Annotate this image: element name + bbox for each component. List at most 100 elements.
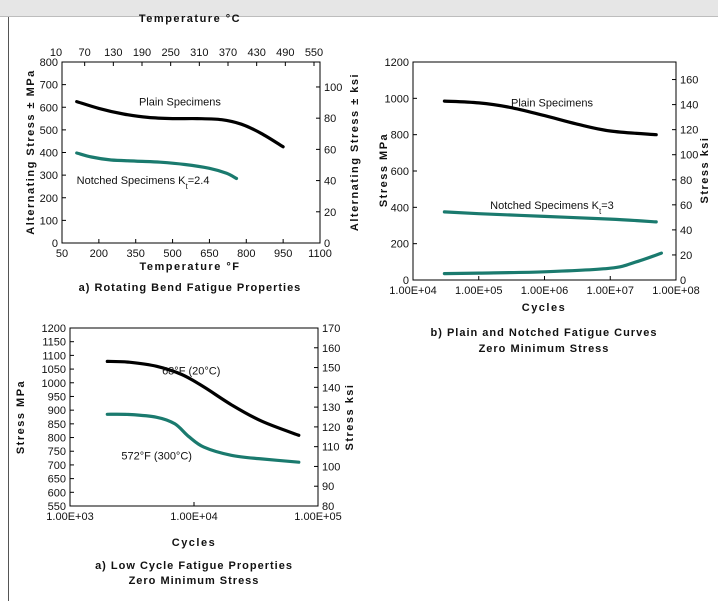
y-tick-label: 1050 bbox=[42, 364, 66, 376]
annotation-suffix: =2.4 bbox=[188, 175, 210, 187]
y-tick-label: 500 bbox=[40, 125, 58, 137]
annotation-subscript: t bbox=[599, 207, 602, 216]
y2-tick-label: 90 bbox=[322, 481, 334, 493]
x-top-tick-label: 70 bbox=[79, 47, 91, 59]
y-tick-label: 700 bbox=[48, 460, 66, 472]
x-tick-label: 800 bbox=[237, 248, 255, 260]
x-top-tick-label: 430 bbox=[247, 47, 265, 59]
x-top-tick-label: 490 bbox=[276, 47, 294, 59]
plot-frame bbox=[61, 61, 321, 244]
y2-tick-label: 0 bbox=[324, 238, 330, 250]
y-tick-label: 800 bbox=[40, 57, 58, 69]
x-tick-label: 500 bbox=[163, 248, 181, 260]
y-tick-label: 0 bbox=[403, 275, 409, 287]
x-tick-label: 650 bbox=[200, 248, 218, 260]
left-margin-rule bbox=[8, 17, 9, 601]
y-tick-label: 1000 bbox=[385, 93, 409, 105]
y2-tick-label: 140 bbox=[680, 100, 698, 112]
y-tick-label: 600 bbox=[40, 102, 58, 114]
y-tick-label: 600 bbox=[48, 487, 66, 499]
annotation-label: Notched Specimens Kt=3 bbox=[490, 200, 614, 216]
x-top-tick-label: 250 bbox=[161, 47, 179, 59]
y2-tick-label: 170 bbox=[322, 323, 340, 335]
x-axis-title: Cycles bbox=[172, 537, 216, 549]
annotation-label: Plain Specimens bbox=[139, 96, 221, 108]
y-tick-label: 1200 bbox=[385, 57, 409, 69]
annotation-text: Notched Specimens K bbox=[490, 200, 599, 212]
y-axis-title: Alternating Stress ± MPa bbox=[25, 69, 37, 235]
annotation-text: Plain Specimens bbox=[511, 98, 593, 110]
top-bar bbox=[0, 0, 718, 17]
y2-tick-label: 130 bbox=[322, 402, 340, 414]
chart-caption-line: b) Plain and Notched Fatigue Curves bbox=[431, 327, 658, 339]
y2-axis-title: Alternating Stress ± ksi bbox=[349, 73, 361, 231]
y-tick-label: 200 bbox=[40, 193, 58, 205]
x-tick-label: 1.00E+05 bbox=[455, 285, 502, 297]
annotation-label: 68°F (20°C) bbox=[162, 366, 220, 378]
annotation-text: 572°F (300°C) bbox=[121, 450, 192, 462]
y-tick-label: 750 bbox=[48, 446, 66, 458]
x-tick-label: 1.00E+07 bbox=[587, 285, 634, 297]
y2-tick-label: 100 bbox=[324, 82, 342, 94]
x-top-tick-label: 310 bbox=[190, 47, 208, 59]
x-tick-label: 1.00E+05 bbox=[294, 511, 341, 523]
y-tick-label: 1100 bbox=[42, 350, 66, 362]
y2-tick-label: 140 bbox=[322, 382, 340, 394]
y2-tick-label: 160 bbox=[680, 75, 698, 87]
chart-a2: 1.00E+03 1.00E+04 1.00E+055506006507007508… bbox=[15, 323, 356, 587]
y-tick-label: 400 bbox=[391, 202, 409, 214]
y2-tick-label: 60 bbox=[324, 144, 336, 156]
y-tick-label: 1000 bbox=[42, 378, 66, 390]
y2-tick-label: 20 bbox=[324, 207, 336, 219]
x-tick-label: 1.00E+04 bbox=[389, 285, 436, 297]
annotation-label: Plain Specimens bbox=[511, 98, 593, 110]
y2-tick-label: 60 bbox=[680, 200, 692, 212]
chart-caption-line: Zero Minimum Stress bbox=[479, 343, 610, 355]
y-axis-title: Stress MPa bbox=[378, 133, 390, 207]
y2-tick-label: 40 bbox=[324, 176, 336, 188]
plot-frame bbox=[412, 61, 677, 281]
y2-tick-label: 120 bbox=[680, 125, 698, 137]
y2-tick-label: 110 bbox=[322, 442, 340, 454]
chart-caption-line: Zero Minimum Stress bbox=[129, 575, 260, 587]
x-top-tick-label: 10 bbox=[50, 47, 62, 59]
y2-tick-label: 150 bbox=[322, 363, 340, 375]
x-tick-label: 950 bbox=[274, 248, 292, 260]
y2-tick-label: 100 bbox=[680, 150, 698, 162]
x-top-axis-title: Temperature °C bbox=[139, 13, 241, 25]
chart-b: 1.00E+04 1.00E+05 1.00E+06 1.00E+07 1.00E+08… bbox=[378, 57, 711, 355]
y-tick-label: 400 bbox=[40, 148, 58, 160]
x-top-tick-label: 130 bbox=[104, 47, 122, 59]
series-line-0 bbox=[442, 99, 658, 137]
x-tick-label: 50 bbox=[56, 248, 68, 260]
y-tick-label: 0 bbox=[52, 238, 58, 250]
chart-caption: a) Rotating Bend Fatigue Properties bbox=[79, 282, 302, 294]
x-tick-label: 1.00E+03 bbox=[46, 511, 93, 523]
annotation-text: Notched Specimens K bbox=[77, 175, 186, 187]
x-top-tick-label: 190 bbox=[133, 47, 151, 59]
y-tick-label: 950 bbox=[48, 391, 66, 403]
y-tick-label: 100 bbox=[40, 215, 58, 227]
y2-tick-label: 40 bbox=[680, 225, 692, 237]
annotation-text: Plain Specimens bbox=[139, 96, 221, 108]
y-tick-label: 1150 bbox=[42, 337, 66, 349]
y-tick-label: 600 bbox=[391, 166, 409, 178]
x-tick-label: 1100 bbox=[308, 248, 332, 260]
y-tick-label: 850 bbox=[48, 419, 66, 431]
x-tick-label: 1.00E+08 bbox=[652, 285, 699, 297]
series-line-1 bbox=[442, 210, 658, 224]
x-axis-title: Cycles bbox=[522, 302, 566, 314]
y-tick-label: 300 bbox=[40, 170, 58, 182]
y-tick-label: 800 bbox=[48, 433, 66, 445]
y2-axis-title: Stress ksi bbox=[344, 384, 356, 451]
plot-frame bbox=[69, 327, 319, 507]
y2-tick-label: 0 bbox=[680, 275, 686, 287]
series-line-0 bbox=[105, 359, 301, 437]
annotation-text: 68°F (20°C) bbox=[162, 366, 220, 378]
series-line-1 bbox=[75, 151, 239, 181]
y-tick-label: 650 bbox=[48, 474, 66, 486]
y2-tick-label: 160 bbox=[322, 343, 340, 355]
y2-axis-title: Stress ksi bbox=[699, 137, 711, 204]
annotation-label: Notched Specimens Kt=2.4 bbox=[77, 175, 210, 191]
